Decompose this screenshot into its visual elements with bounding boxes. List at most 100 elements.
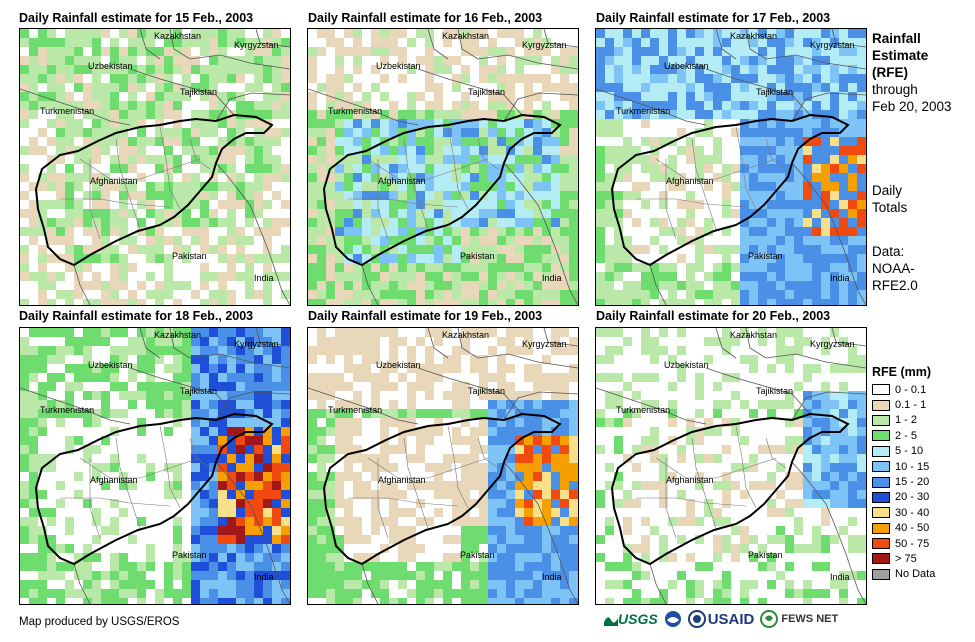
rainfall-cell — [407, 128, 416, 137]
rainfall-cell — [785, 101, 794, 110]
rainfall-cell — [830, 218, 839, 227]
rainfall-cell — [560, 382, 569, 391]
rainfall-cell — [218, 29, 227, 38]
rainfall-cell — [560, 65, 569, 74]
rainfall-cell — [506, 535, 515, 544]
rainfall-cell — [470, 571, 479, 580]
rainfall-cell — [353, 517, 362, 526]
rainfall-cell — [821, 164, 830, 173]
label-uzbekistan: Uzbekistan — [88, 360, 133, 370]
rainfall-cell — [65, 382, 74, 391]
rainfall-cell — [821, 272, 830, 281]
rainfall-cell — [794, 137, 803, 146]
country-border — [427, 328, 449, 359]
rainfall-cell — [389, 191, 398, 200]
rainfall-cell — [641, 245, 650, 254]
rainfall-cell — [155, 508, 164, 517]
rainfall-cell — [605, 355, 614, 364]
rainfall-cell — [164, 191, 173, 200]
rainfall-cell — [245, 535, 254, 544]
rainfall-cell — [164, 382, 173, 391]
rainfall-cell — [236, 418, 245, 427]
rainfall-cell — [191, 218, 200, 227]
rainfall-cell — [839, 92, 848, 101]
rainfall-cell — [371, 427, 380, 436]
country-border — [20, 387, 131, 425]
rainfall-cell — [560, 499, 569, 508]
rainfall-cell — [740, 128, 749, 137]
rainfall-cell — [524, 209, 533, 218]
rainfall-cell — [452, 571, 461, 580]
rainfall-cell — [497, 499, 506, 508]
rainfall-cell — [434, 472, 443, 481]
rainfall-cell — [308, 364, 317, 373]
rainfall-cell — [767, 146, 776, 155]
rainfall-cell — [74, 209, 83, 218]
rainfall-cell — [20, 400, 29, 409]
rainfall-cell — [650, 245, 659, 254]
rainfall-cell — [614, 56, 623, 65]
rainfall-cell — [110, 56, 119, 65]
rainfall-cell — [326, 245, 335, 254]
rainfall-cell — [110, 101, 119, 110]
rainfall-cell — [65, 29, 74, 38]
rainfall-cell — [713, 146, 722, 155]
rainfall-cell — [128, 56, 137, 65]
rainfall-cell — [470, 337, 479, 346]
country-border — [255, 328, 290, 347]
rainfall-cell — [254, 418, 263, 427]
rainfall-cell — [209, 245, 218, 254]
rainfall-cell — [470, 535, 479, 544]
rainfall-cell — [308, 454, 317, 463]
rainfall-cell — [128, 29, 137, 38]
rainfall-cell — [110, 38, 119, 47]
rainfall-cell — [47, 38, 56, 47]
rainfall-cell — [623, 236, 632, 245]
rainfall-cell — [515, 200, 524, 209]
rainfall-cell — [236, 29, 245, 38]
rainfall-cell — [659, 337, 668, 346]
rainfall-cell — [722, 209, 731, 218]
rainfall-cell — [686, 74, 695, 83]
rainfall-cell — [362, 382, 371, 391]
rainfall-cell — [83, 191, 92, 200]
rainfall-cell — [668, 281, 677, 290]
rainfall-cell — [308, 47, 317, 56]
rainfall-cell — [839, 128, 848, 137]
rainfall-cell — [20, 83, 29, 92]
rainfall-cell — [506, 299, 515, 305]
rainfall-cell — [812, 164, 821, 173]
rainfall-cell — [569, 580, 578, 589]
rainfall-cell — [479, 155, 488, 164]
rainfall-cell — [641, 29, 650, 38]
rainfall-cell — [137, 571, 146, 580]
rainfall-cell — [713, 56, 722, 65]
rainfall-cell — [758, 328, 767, 337]
rainfall-cell — [83, 200, 92, 209]
rainfall-cell — [434, 299, 443, 305]
rainfall-cell — [425, 346, 434, 355]
rainfall-cell — [650, 236, 659, 245]
rainfall-cell — [713, 281, 722, 290]
rainfall-cell — [560, 436, 569, 445]
rainfall-cell — [236, 65, 245, 74]
rainfall-cell — [74, 236, 83, 245]
rainfall-map: KazakhstanKyrgyzstanUzbekistanTajikistan… — [308, 328, 578, 604]
rainfall-cell — [155, 47, 164, 56]
rainfall-cell — [524, 400, 533, 409]
rainfall-cell — [677, 382, 686, 391]
rainfall-cell — [272, 74, 281, 83]
rainfall-cell — [281, 481, 290, 490]
rainfall-cell — [803, 38, 812, 47]
rainfall-cell — [65, 92, 74, 101]
rainfall-cell — [839, 83, 848, 92]
rainfall-cell — [236, 128, 245, 137]
rainfall-cell — [434, 544, 443, 553]
rainfall-cell — [308, 445, 317, 454]
rainfall-cell — [686, 173, 695, 182]
rainfall-cell — [443, 346, 452, 355]
rainfall-cell — [191, 445, 200, 454]
rainfall-cell — [785, 65, 794, 74]
rainfall-cell — [848, 245, 857, 254]
rainfall-cell — [614, 155, 623, 164]
